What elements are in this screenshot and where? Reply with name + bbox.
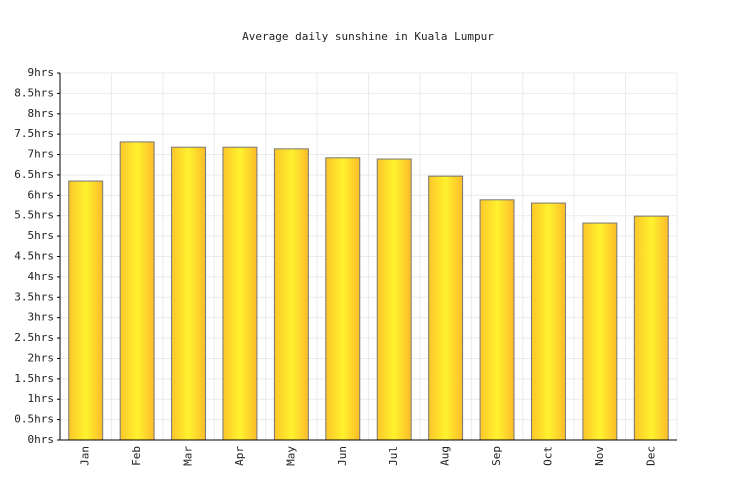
x-tick-label: Sep	[490, 446, 503, 466]
bar	[530, 202, 566, 441]
y-tick-label: 3.5hrs	[14, 290, 54, 303]
bar	[273, 148, 309, 441]
bar	[222, 146, 258, 441]
y-tick-label: 6hrs	[28, 188, 55, 201]
y-tick-label: 4.5hrs	[14, 250, 54, 263]
x-tick-label: Oct	[541, 446, 554, 466]
bar	[325, 157, 361, 441]
bar	[68, 180, 104, 441]
y-tick-label: 4hrs	[28, 270, 55, 283]
y-tick-label: 8.5hrs	[14, 86, 54, 99]
y-tick-label: 9hrs	[28, 66, 55, 79]
y-tick-label: 1.5hrs	[14, 372, 54, 385]
bar	[479, 199, 515, 441]
y-tick-label: 2.5hrs	[14, 331, 54, 344]
y-tick-label: 2hrs	[28, 351, 55, 364]
bar	[633, 215, 669, 441]
y-tick-label: 1hrs	[28, 392, 55, 405]
x-tick-label: May	[284, 446, 297, 466]
y-tick-label: 5.5hrs	[14, 209, 54, 222]
y-tick-label: 7.5hrs	[14, 127, 54, 140]
bar	[582, 222, 618, 441]
x-tick-label: Apr	[233, 446, 246, 466]
bar	[119, 141, 155, 441]
x-tick-label: Jan	[79, 446, 92, 466]
y-tick-label: 0.5hrs	[14, 413, 54, 426]
y-tick-label: 8hrs	[28, 107, 55, 120]
y-tick-label: 6.5hrs	[14, 168, 54, 181]
bar	[171, 146, 207, 441]
bar	[376, 158, 412, 441]
x-tick-label: Aug	[439, 446, 452, 466]
bar	[428, 175, 464, 441]
x-tick-label: Mar	[182, 446, 195, 466]
x-tick-label: Dec	[644, 446, 657, 466]
x-tick-label: Feb	[130, 446, 143, 466]
x-tick-label: Nov	[593, 446, 606, 466]
chart-title: Average daily sunshine in Kuala Lumpur	[242, 30, 494, 43]
x-tick-label: Jul	[387, 446, 400, 466]
y-tick-label: 7hrs	[28, 148, 55, 161]
y-tick-label: 5hrs	[28, 229, 55, 242]
y-tick-label: 3hrs	[28, 311, 55, 324]
x-tick-label: Jun	[336, 446, 349, 466]
y-tick-label: 0hrs	[28, 433, 55, 446]
